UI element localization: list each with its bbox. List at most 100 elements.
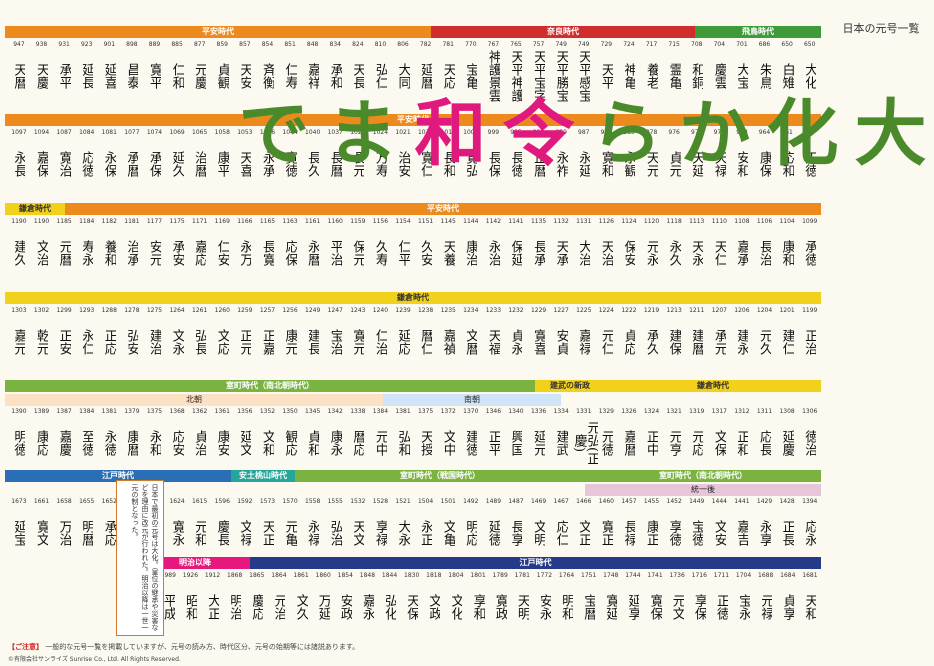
era-cell: 1570 元亀 (279, 497, 302, 560)
era-cell: 1334 建武 (550, 407, 573, 470)
era-year: 1142 (485, 218, 502, 225)
period-label: 平安時代 (427, 204, 459, 213)
main-title-char: ら (578, 95, 662, 167)
era-cell: 1460 寛正 (595, 497, 618, 560)
era-year: 834 (329, 41, 341, 48)
era-cell: 824 天長 (347, 40, 370, 103)
era-year: 1044 (282, 129, 298, 136)
era-cell: 1199 正治 (798, 306, 821, 369)
era-name: 建徳 (464, 430, 478, 456)
era-cell: 923 延長 (75, 40, 98, 103)
era-name: 文禄 (238, 520, 252, 546)
era-year: 1830 (404, 572, 420, 579)
era-name: 康安 (215, 430, 229, 456)
era-year: 1381 (101, 408, 117, 415)
era-name: 長徳 (509, 151, 523, 177)
era-name: 白雉 (780, 63, 794, 89)
era-cell: 1764 明和 (556, 571, 578, 634)
era-cell: 1441 嘉吉 (731, 497, 754, 560)
era-name: 永承 (260, 151, 274, 177)
era-year: 1120 (643, 218, 660, 225)
era-cell: 1452 享徳 (663, 497, 686, 560)
era-year: 1592 (237, 498, 253, 505)
era-cell: 885 仁和 (166, 40, 189, 103)
era-name: 建保 (667, 329, 681, 355)
era-year: 1912 (204, 572, 221, 579)
era-year: 1081 (101, 129, 117, 136)
era-cell: 1141 保延 (505, 217, 528, 280)
era-cell: 650 大化 (798, 40, 821, 103)
era-year: 1235 (440, 307, 456, 314)
era-name: 天永 (690, 240, 704, 266)
era-year: 1106 (756, 218, 773, 225)
era-name: 享保 (692, 594, 706, 620)
era-name: 正治 (803, 329, 817, 355)
era-name: 天禄 (712, 151, 726, 177)
era-year: 1224 (598, 307, 614, 314)
era-cell: 1299 正安 (53, 306, 76, 369)
era-cell: 1113 天永 (685, 217, 708, 280)
era-cell: 1169 仁安 (211, 217, 234, 280)
era-year: 857 (239, 41, 251, 48)
era-year: 1336 (530, 408, 547, 415)
era-cell: 1151 久安 (414, 217, 437, 280)
era-name: 承安 (170, 240, 184, 266)
era-name: 延暦 (419, 63, 433, 89)
era-name: 万延 (316, 594, 330, 620)
era-cell: 1156 久寿 (369, 217, 392, 280)
era-cell: 1573 天正 (256, 497, 279, 560)
era-name: 久安 (419, 240, 433, 266)
period-band: 明治以降 (140, 557, 250, 569)
era-cell: 1789 寛政 (489, 571, 511, 634)
era-year: 898 (126, 41, 138, 48)
era-name: 天長 (351, 63, 365, 89)
era-cell: 1185 元暦 (53, 217, 76, 280)
era-cell: 1222 貞応 (618, 306, 641, 369)
era-year: 1077 (124, 129, 140, 136)
era-cell: 1338 暦応 (347, 407, 370, 470)
era-name: 万寿 (373, 151, 387, 177)
era-year: 1017 (417, 129, 434, 136)
era-name: 天応 (441, 63, 455, 89)
era-year: 1213 (666, 307, 682, 314)
era-year: 1222 (621, 307, 637, 314)
era-cell: 1234 文暦 (460, 306, 483, 369)
era-year: 1182 (101, 218, 117, 225)
era-name: 治暦 (193, 151, 207, 177)
era-cell: 938 天慶 (30, 40, 53, 103)
era-year: 1368 (169, 408, 185, 415)
era-year: 1293 (79, 307, 95, 314)
era-name: 元治 (272, 594, 286, 620)
era-year: 1175 (169, 218, 185, 225)
era-year: 961 (781, 129, 793, 136)
era-cell: 1555 弘治 (324, 497, 347, 560)
era-year: 974 (691, 129, 703, 136)
era-name: 永祚 (554, 151, 568, 177)
era-year: 1243 (350, 307, 366, 314)
era-cell: 1711 正徳 (710, 571, 732, 634)
era-cell: 1865 慶応 (246, 571, 268, 634)
era-year: 1099 (802, 218, 818, 225)
era-cell: 854 斉衡 (256, 40, 279, 103)
era-cell: 724 神亀 (618, 40, 641, 103)
era-name: 嘉保 (35, 151, 49, 177)
era-name: 承応 (102, 520, 116, 546)
era-cell: 1926 昭和 (179, 571, 201, 634)
main-title-char: で (226, 95, 310, 167)
period-band: 平安時代 (5, 114, 821, 126)
era-row: 957 天徳 961 応和 964 康保 968 安和 970 天禄 974 天延 976 貞元 978 天元… (5, 128, 821, 191)
era-cell: 1275 建治 (143, 306, 166, 369)
era-cell: 1356 延文 (234, 407, 257, 470)
era-name: 康和 (780, 240, 794, 266)
era-name: 応長 (758, 430, 772, 456)
era-cell: 757 天平宝字 (527, 40, 550, 103)
era-cell: 749 天平勝宝 (550, 40, 573, 103)
era-year: 1989 (160, 572, 176, 579)
era-name: 延元 (532, 430, 546, 456)
era-year: 1387 (56, 408, 72, 415)
era-cell: 1658 万治 (53, 497, 76, 560)
era-year: 1384 (372, 408, 389, 415)
era-name: 天承 (554, 240, 568, 266)
era-year: 1040 (305, 129, 321, 136)
era-cell: 1094 嘉保 (30, 128, 53, 191)
